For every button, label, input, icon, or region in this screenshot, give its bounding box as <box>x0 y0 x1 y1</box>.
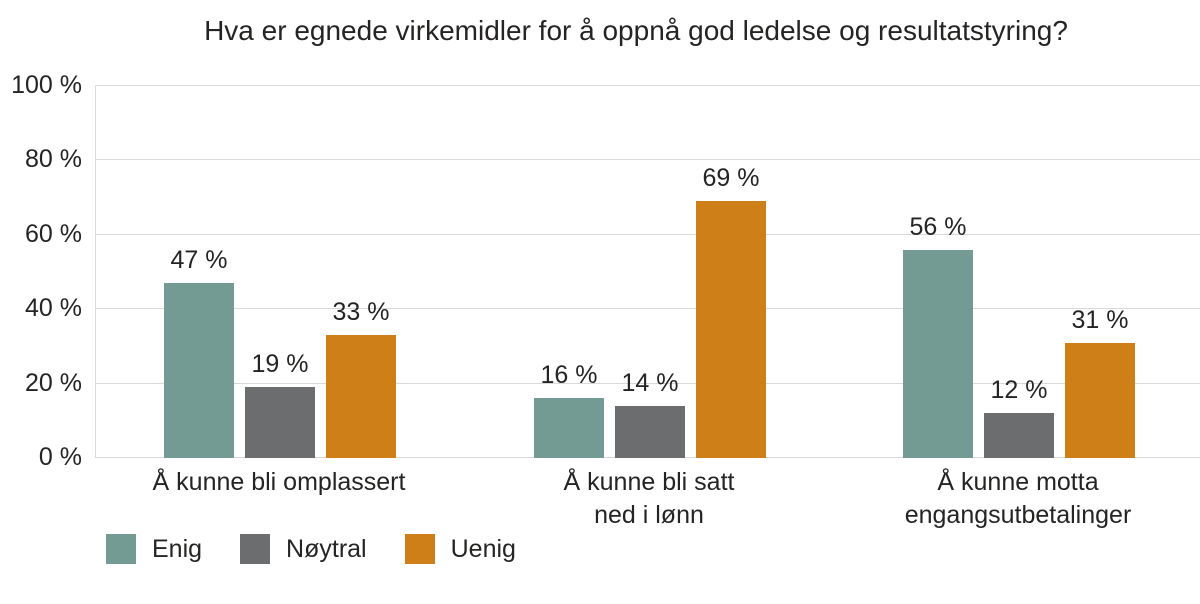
gridline <box>96 383 1200 384</box>
y-axis-tick-label: 0 % <box>38 443 82 471</box>
bar-noytral[interactable] <box>615 406 685 458</box>
bar-value-label: 56 % <box>909 213 967 241</box>
legend-label: Nøytral <box>286 535 367 563</box>
bar-value-label: 47 % <box>170 246 228 274</box>
gridline <box>96 85 1200 86</box>
bar-noytral[interactable] <box>245 387 315 458</box>
legend-label: Uenig <box>450 535 516 563</box>
bar-enig[interactable] <box>903 250 973 458</box>
gridline <box>96 308 1200 309</box>
bar-uenig[interactable] <box>326 335 396 458</box>
y-axis-tick-label: 80 % <box>25 145 82 173</box>
x-axis-category-label: Å kunne motta engangsutbetalinger <box>904 468 1132 529</box>
legend-swatch-enig <box>106 534 136 564</box>
bar-uenig[interactable] <box>696 201 766 458</box>
legend-item-noytral[interactable]: Nøytral <box>240 534 367 564</box>
x-axis-category-label: Å kunne bli omplassert <box>152 468 406 496</box>
plot-area: 47 % 19 % 33 % 16 % 14 % 69 % 56 % 12 % 31 % <box>95 85 1200 458</box>
bar-value-label: 69 % <box>702 164 760 192</box>
bar-value-label: 16 % <box>540 361 598 389</box>
gridline <box>96 159 1200 160</box>
legend-label: Enig <box>152 535 203 563</box>
legend-swatch-uenig <box>404 534 435 564</box>
bar-enig[interactable] <box>164 283 234 458</box>
y-axis-tick-label: 60 % <box>25 220 82 248</box>
bar-value-label: 31 % <box>1071 306 1129 334</box>
gridline <box>96 234 1200 235</box>
legend-item-uenig[interactable]: Uenig <box>404 534 516 564</box>
x-axis-category-label: Å kunne bli satt ned i lønn <box>563 468 735 529</box>
bar-value-label: 19 % <box>251 350 309 378</box>
y-axis-tick-label: 40 % <box>25 294 82 322</box>
bar-value-label: 33 % <box>332 298 390 326</box>
bar-value-label: 12 % <box>990 376 1048 404</box>
legend-item-enig[interactable]: Enig <box>106 534 202 564</box>
bar-enig[interactable] <box>534 398 604 458</box>
legend-swatch-noytral <box>240 534 271 564</box>
bar-uenig[interactable] <box>1065 343 1135 458</box>
chart-title: Hva er egnede virkemidler for å oppnå go… <box>204 15 1068 46</box>
y-axis-tick-label: 20 % <box>25 369 82 397</box>
legend: Enig Nøytral Uenig <box>106 534 516 564</box>
bar-value-label: 14 % <box>621 369 679 397</box>
bar-noytral[interactable] <box>984 413 1054 458</box>
y-axis-tick-label: 100 % <box>11 71 82 99</box>
